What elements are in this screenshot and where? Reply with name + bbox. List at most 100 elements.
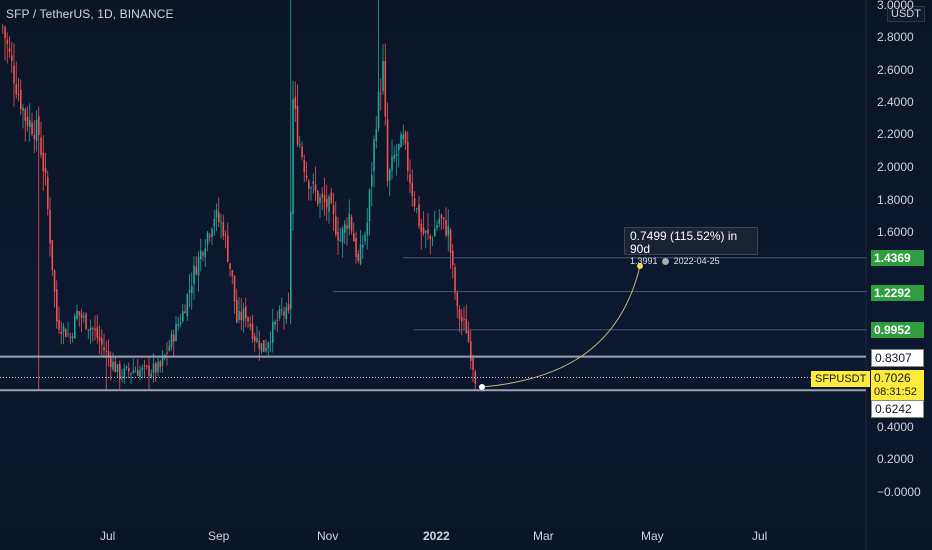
candle-body: [188, 289, 191, 294]
projection-info-box[interactable]: 0.7499 (115.52%) in 90d 1.3991 2022-04-2…: [624, 227, 758, 266]
candle-body: [8, 48, 11, 52]
candle: [146, 364, 148, 370]
candle-body: [292, 99, 294, 214]
candle: [209, 232, 211, 242]
candle: [92, 326, 94, 342]
candle: [287, 292, 290, 314]
projection-end-dot[interactable]: [637, 263, 643, 269]
candle-body: [71, 336, 74, 339]
candle: [44, 153, 47, 186]
currency-badge[interactable]: USDT: [887, 6, 925, 22]
projection-headline: 0.7499 (115.52%) in 90d: [630, 229, 738, 256]
candle: [344, 219, 346, 244]
candle-body: [416, 208, 418, 210]
candle-body: [364, 234, 366, 242]
candle: [229, 263, 231, 277]
candle: [447, 209, 450, 252]
symbol-title[interactable]: SFP / TetherUS, 1D, BINANCE: [6, 7, 174, 21]
candle-body: [328, 196, 330, 212]
candle-body: [395, 154, 398, 156]
candle: [427, 212, 429, 241]
candle: [472, 354, 474, 383]
candle: [69, 332, 72, 345]
candle-body: [175, 323, 177, 341]
candle-body: [209, 235, 211, 237]
candle: [114, 357, 117, 373]
candle-countdown: 08:31:52: [874, 386, 917, 398]
candle: [463, 306, 465, 331]
candle-body: [220, 222, 222, 224]
candle: [398, 143, 400, 168]
y-tick-2-4: 2.4000: [877, 95, 914, 109]
candle: [58, 306, 60, 334]
candle-body: [4, 27, 6, 39]
candle: [377, 0, 380, 132]
candle-body: [76, 310, 78, 319]
candle-body: [398, 144, 400, 150]
candle: [123, 363, 126, 384]
candle: [15, 61, 18, 99]
candle-body: [276, 319, 279, 321]
candle-body: [267, 342, 270, 349]
candle: [314, 166, 317, 202]
candle-body: [472, 358, 474, 370]
candle: [193, 255, 195, 300]
candle: [101, 329, 103, 357]
candle-body: [314, 184, 317, 191]
candle-body: [128, 367, 130, 372]
candle-body: [33, 135, 36, 139]
candle: [141, 364, 144, 379]
candle-body: [258, 340, 261, 349]
candle: [337, 217, 339, 256]
candle: [168, 339, 171, 352]
projection-start-dot[interactable]: [479, 384, 485, 390]
candle-body: [323, 195, 326, 202]
candle-body: [375, 128, 378, 141]
candle-body: [213, 218, 216, 227]
candle-body: [35, 119, 38, 141]
candle: [319, 193, 321, 218]
candle: [170, 330, 173, 351]
candle-body: [69, 336, 72, 338]
candle: [445, 207, 447, 238]
candle: [65, 328, 67, 338]
price-levels: [0, 0, 867, 550]
candle-body: [229, 263, 231, 269]
candle: [78, 311, 81, 327]
candle: [301, 141, 303, 161]
candle-body: [173, 334, 175, 342]
candle-body: [110, 357, 112, 368]
candle: [71, 332, 74, 343]
current-price-value: 0.7026: [874, 371, 911, 385]
target-price-label: 1.4369: [871, 250, 924, 266]
candle: [384, 43, 387, 126]
candle-body: [303, 160, 306, 173]
candle-body: [467, 330, 470, 342]
candle-body: [92, 328, 94, 330]
candle-body: [429, 235, 432, 239]
projection-curve: [481, 265, 641, 388]
candle-body: [355, 237, 357, 257]
candle-body: [119, 363, 121, 380]
candle-body: [251, 323, 254, 340]
candle: [296, 84, 299, 147]
candle: [62, 323, 65, 344]
candle-body: [87, 329, 90, 331]
candle: [8, 36, 11, 58]
candle-body: [321, 194, 324, 198]
candle: [96, 314, 99, 344]
candle-body: [341, 228, 344, 243]
candle: [265, 339, 267, 354]
candle-body: [384, 60, 387, 117]
candle-body: [404, 132, 407, 144]
candle-body: [101, 338, 103, 345]
projection-date: 2022-04-25: [673, 256, 720, 266]
candle-body: [56, 289, 58, 322]
candle: [440, 213, 443, 231]
candle: [137, 358, 139, 377]
candle-body: [456, 292, 459, 307]
candle-body: [400, 134, 402, 148]
candle-body: [285, 307, 288, 320]
symbol-price-tag: SFPUSDT: [811, 371, 871, 387]
